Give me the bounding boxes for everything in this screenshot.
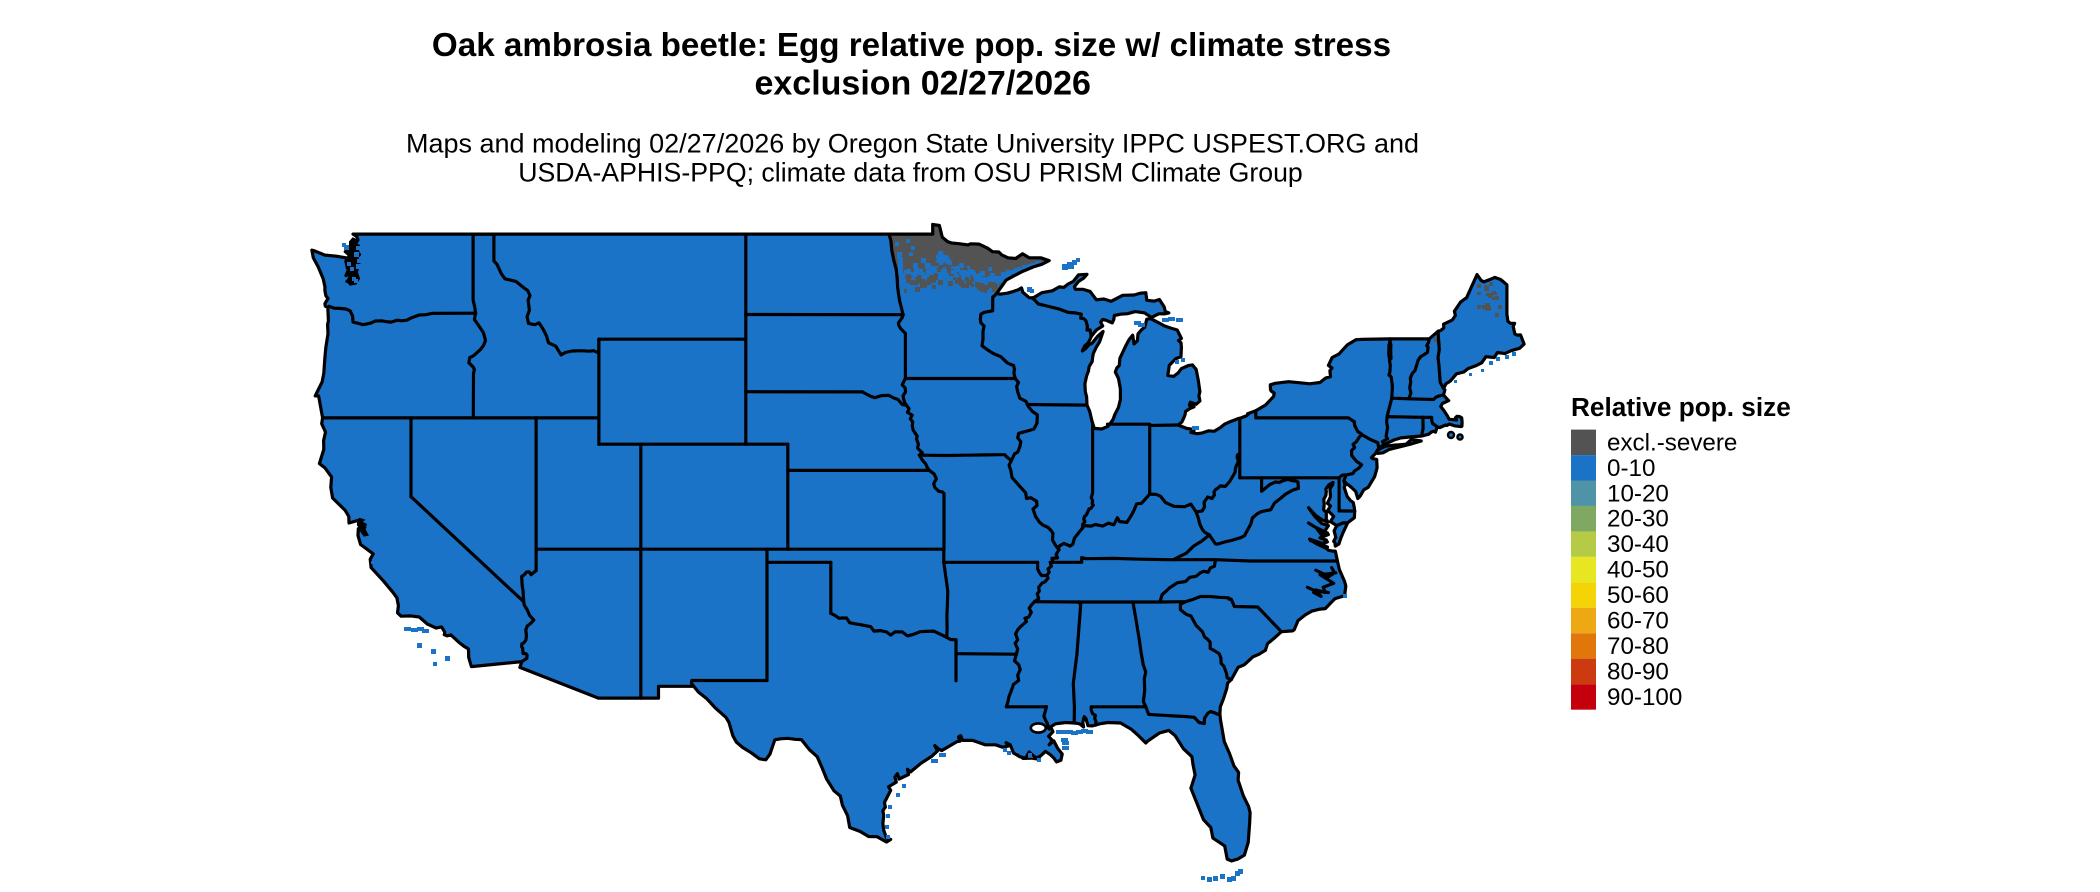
svg-text:USDA-APHIS-PPQ; climate data f: USDA-APHIS-PPQ; climate data from OSU PR… <box>518 158 1303 188</box>
svg-text:Oak ambrosia beetle: Egg relat: Oak ambrosia beetle: Egg relative pop. s… <box>432 27 1391 64</box>
svg-text:80-90: 80-90 <box>1607 659 1669 686</box>
svg-text:excl.-severe: excl.-severe <box>1607 429 1737 456</box>
svg-text:10-20: 10-20 <box>1607 480 1669 507</box>
svg-text:50-60: 50-60 <box>1607 582 1669 609</box>
svg-text:Relative pop. size: Relative pop. size <box>1571 392 1791 422</box>
svg-text:0-10: 0-10 <box>1607 455 1655 482</box>
svg-text:exclusion 02/27/2026: exclusion 02/27/2026 <box>754 65 1090 103</box>
svg-text:20-30: 20-30 <box>1607 506 1669 533</box>
svg-text:Maps and modeling 02/27/2026 b: Maps and modeling 02/27/2026 by Oregon S… <box>406 129 1419 159</box>
svg-text:30-40: 30-40 <box>1607 531 1669 558</box>
svg-text:90-100: 90-100 <box>1607 684 1682 711</box>
svg-text:70-80: 70-80 <box>1607 633 1669 660</box>
svg-text:40-50: 40-50 <box>1607 557 1669 584</box>
svg-text:60-70: 60-70 <box>1607 608 1669 635</box>
